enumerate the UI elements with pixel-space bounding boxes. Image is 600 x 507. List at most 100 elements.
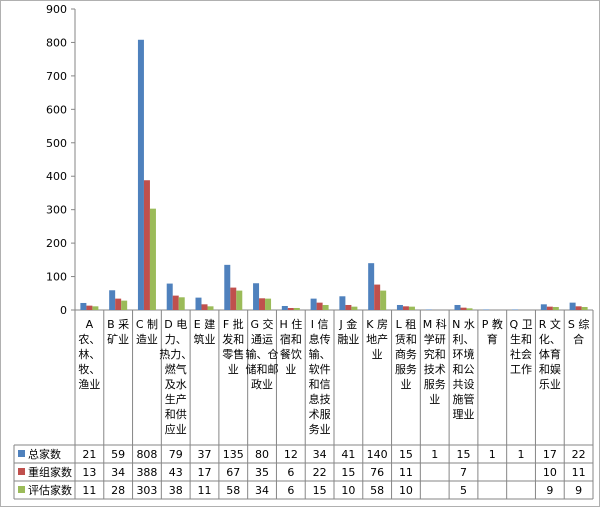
- table-value: 58: [370, 484, 384, 497]
- bar: [540, 304, 547, 310]
- legend-swatch: [18, 450, 25, 457]
- category-label: P 教育: [482, 318, 503, 346]
- bar: [575, 306, 582, 310]
- bar: [86, 305, 93, 310]
- table-value: 11: [572, 466, 586, 479]
- table-value: 34: [255, 484, 269, 497]
- table-value: 17: [543, 448, 557, 461]
- bar: [207, 306, 214, 310]
- table-value: 1: [518, 448, 525, 461]
- table-value: 11: [82, 484, 96, 497]
- table-value: 10: [543, 466, 557, 479]
- data-table: 总家数 21 59 808 79 37 135 80 12 34 41 140 15 1 15 1 1 17 22重…: [13, 444, 593, 500]
- bar: [339, 296, 346, 310]
- legend-label: 评估家数: [28, 483, 72, 497]
- table-value: 11: [198, 484, 212, 497]
- table-value: 58: [226, 484, 240, 497]
- bar: [512, 309, 519, 310]
- table-value: 10: [341, 484, 355, 497]
- table-value: 15: [399, 448, 413, 461]
- table-value: 43: [169, 466, 183, 479]
- table-value: 21: [82, 448, 96, 461]
- bar: [178, 297, 185, 310]
- bar: [281, 305, 288, 310]
- table-value: 15: [341, 466, 355, 479]
- bar: [322, 304, 329, 310]
- bar: [137, 39, 144, 310]
- table-value: 11: [399, 466, 413, 479]
- bar: [316, 302, 323, 310]
- legend-label: 重组家数: [28, 465, 72, 479]
- y-tick-label: 900: [46, 3, 67, 16]
- bar: [460, 307, 467, 310]
- bar: [569, 302, 576, 310]
- table-value: 79: [169, 448, 183, 461]
- table-value: 76: [370, 466, 384, 479]
- table-value: 22: [313, 466, 327, 479]
- legend-label: 总家数: [28, 447, 61, 461]
- category-label: L 租赁和商务服务业: [395, 318, 417, 391]
- bar: [425, 309, 432, 310]
- table-value: 9: [546, 484, 553, 497]
- table-value: 388: [136, 466, 157, 479]
- table-value: 808: [136, 448, 157, 461]
- bar: [293, 307, 300, 310]
- bar: [396, 304, 403, 310]
- category-label: D 电力、热力、燃气及水生产和供应业: [159, 318, 192, 436]
- bar: [380, 290, 387, 310]
- bar: [115, 298, 122, 310]
- bar: [368, 263, 375, 310]
- table-value: 67: [226, 466, 240, 479]
- y-tick-label: 700: [46, 70, 67, 83]
- bar: [552, 306, 559, 310]
- table-value: 22: [572, 448, 586, 461]
- bar: [546, 306, 553, 310]
- table-value: 1: [431, 448, 438, 461]
- table-value: 34: [111, 466, 125, 479]
- bar: [80, 302, 87, 310]
- table-value: 303: [136, 484, 157, 497]
- bar: [374, 284, 381, 310]
- y-tick-label: 0: [60, 304, 67, 317]
- bar: [454, 304, 461, 310]
- table-value: 15: [457, 448, 471, 461]
- bar: [149, 208, 156, 310]
- category-label: E 建筑业: [194, 317, 216, 346]
- y-tick-label: 300: [46, 204, 67, 217]
- table-value: 15: [313, 484, 327, 497]
- bar: [166, 283, 173, 310]
- bar: [402, 306, 409, 310]
- bar: [230, 287, 237, 310]
- table-value: 6: [287, 466, 294, 479]
- bar: [121, 300, 128, 310]
- category-label: K 房地产业: [366, 318, 388, 361]
- bar: [345, 304, 352, 310]
- table-value: 17: [198, 466, 212, 479]
- bar: [253, 283, 260, 310]
- y-tick-label: 600: [46, 103, 67, 116]
- table-value: 7: [460, 466, 467, 479]
- legend-swatch: [18, 468, 25, 475]
- table-value: 37: [198, 448, 212, 461]
- bar: [109, 290, 116, 310]
- bar: [265, 298, 272, 310]
- bar: [236, 290, 243, 310]
- bar: [259, 298, 266, 310]
- bar: [351, 306, 358, 310]
- category-label: Q 卫生和社会工作: [509, 318, 532, 376]
- table-value: 35: [255, 466, 269, 479]
- table-value: 13: [82, 466, 96, 479]
- table-value: 6: [287, 484, 294, 497]
- table-value: 10: [399, 484, 413, 497]
- category-label: F 批发和零售业: [222, 317, 244, 376]
- bar: [483, 309, 490, 310]
- y-tick-label: 100: [46, 271, 67, 284]
- bar: [287, 307, 294, 310]
- bar: [310, 298, 317, 310]
- legend-swatch: [18, 486, 25, 493]
- category-label: N 水利、环境和公共设施管理业: [452, 318, 475, 421]
- table-value: 28: [111, 484, 125, 497]
- category-label: G 交通运输、仓储和邮政业: [246, 317, 279, 391]
- table-value: 135: [223, 448, 244, 461]
- table-value: 9: [575, 484, 582, 497]
